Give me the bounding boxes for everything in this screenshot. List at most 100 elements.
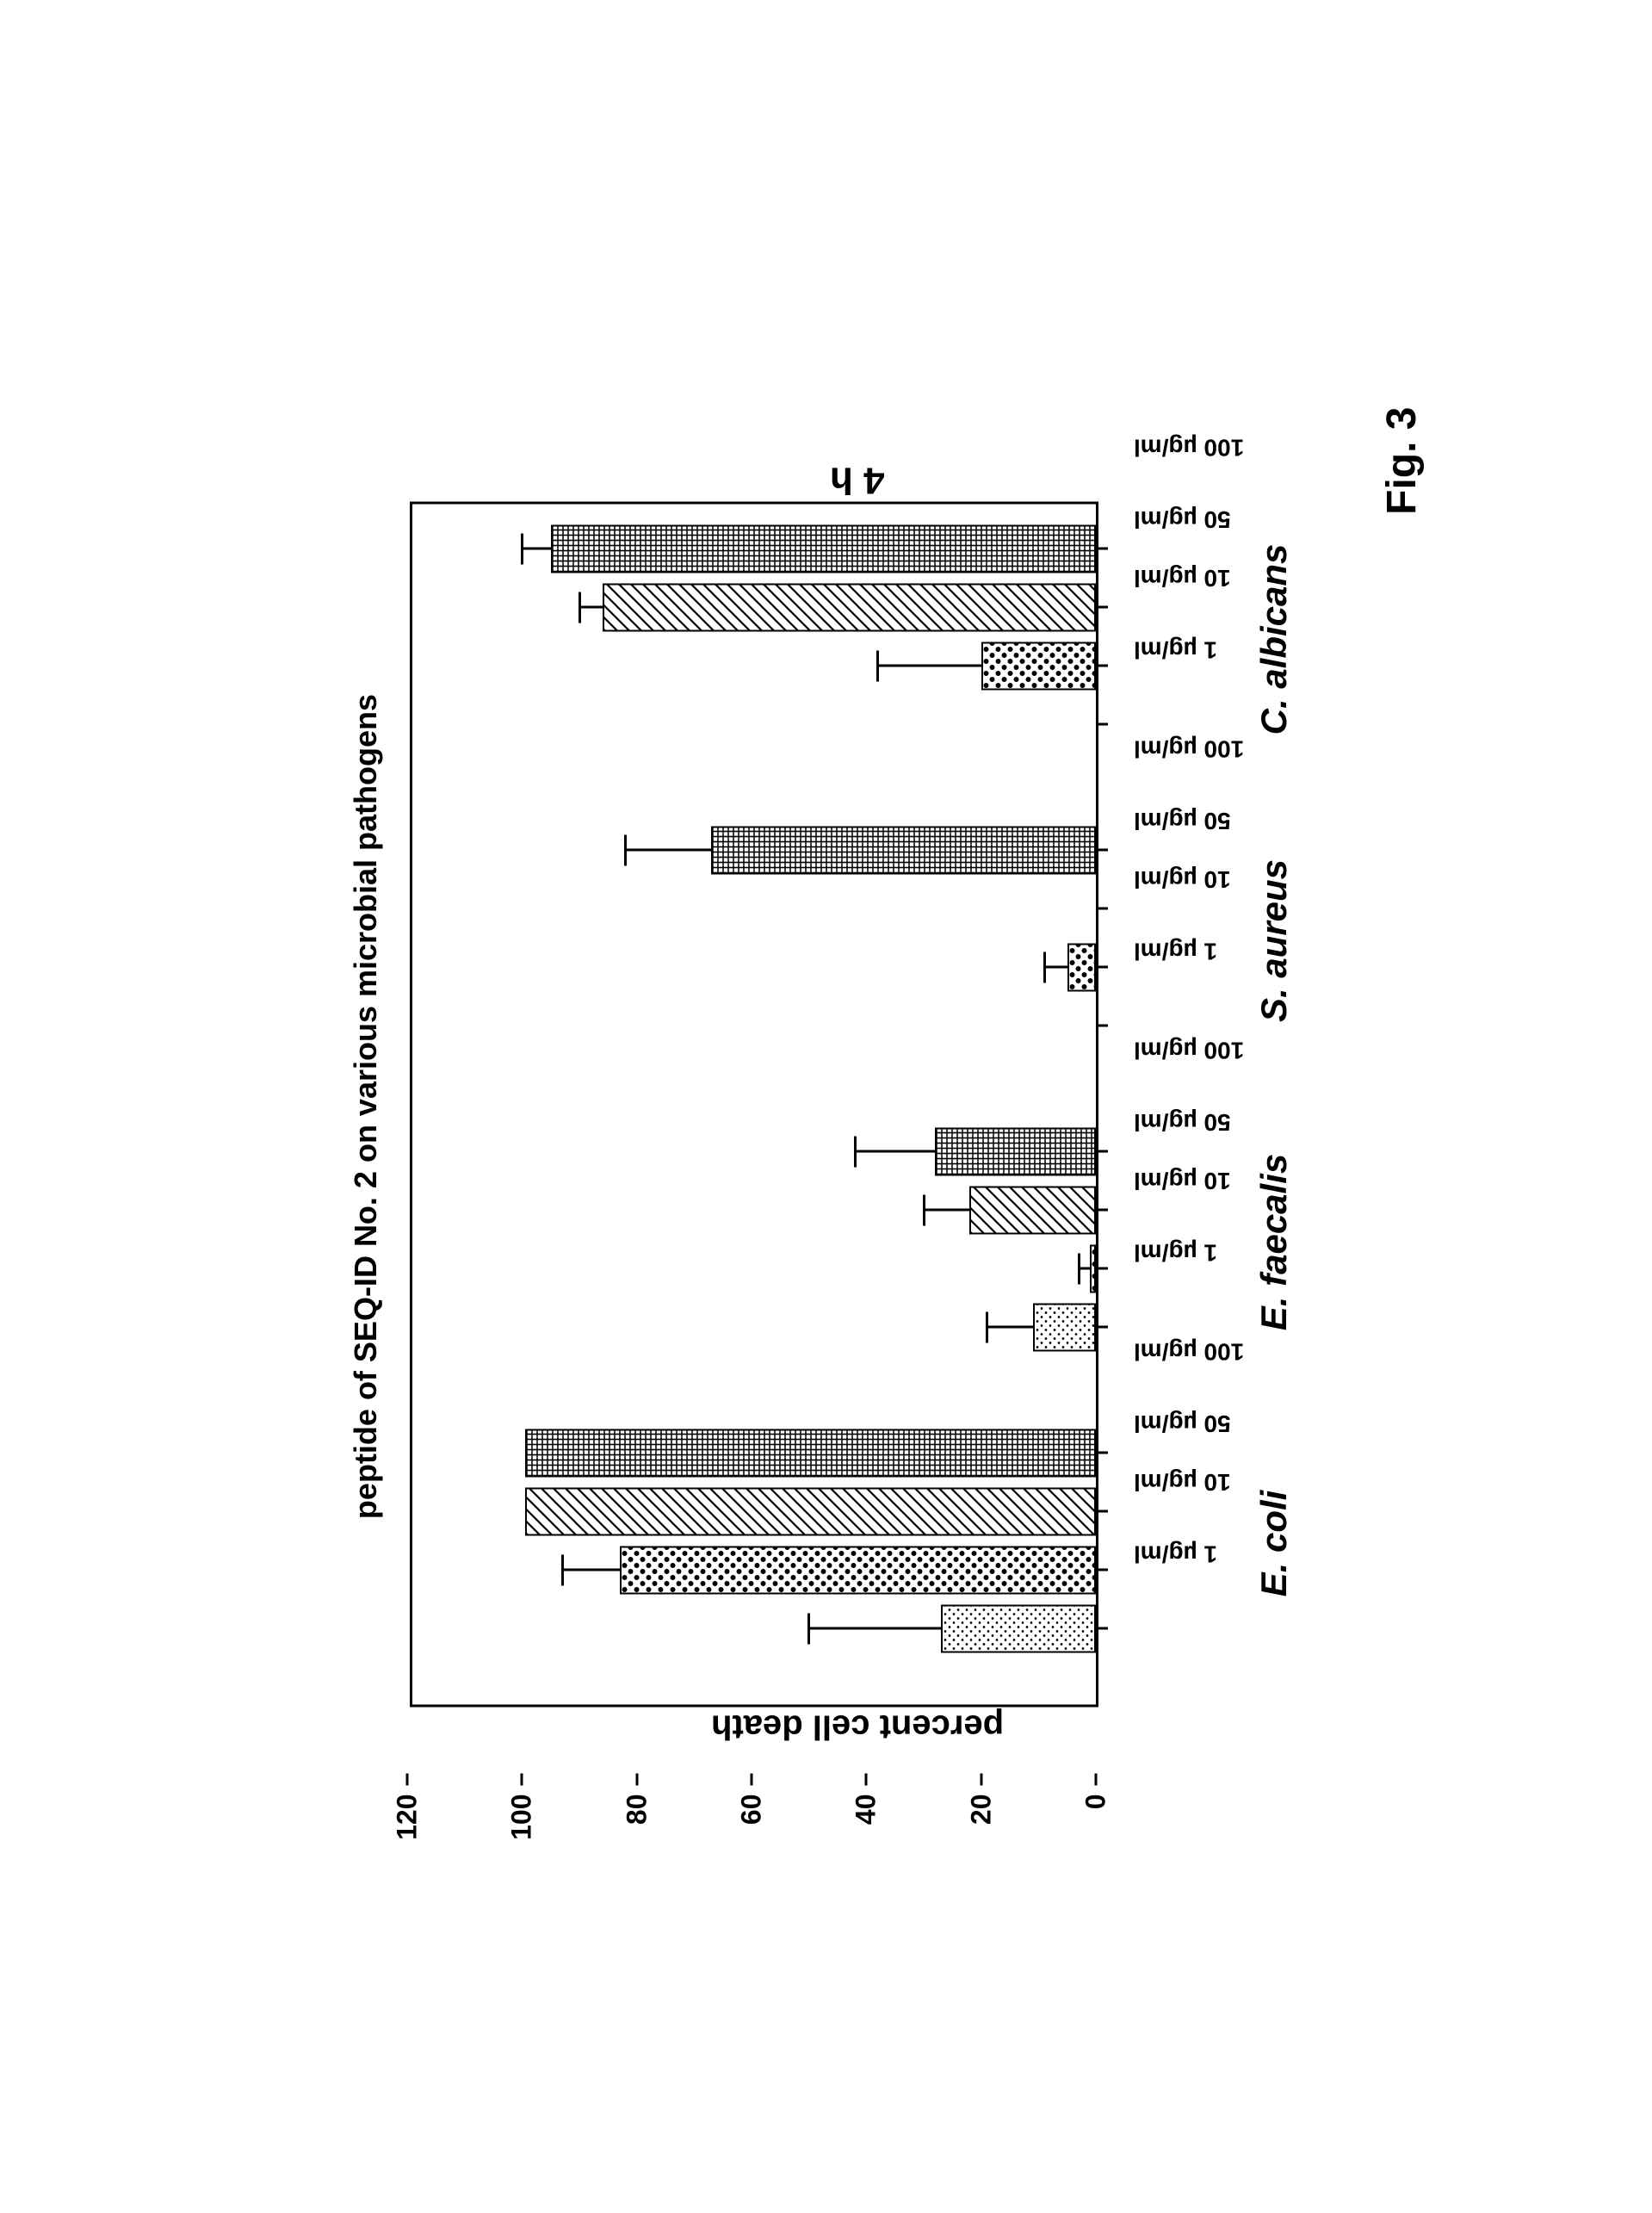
y-tick-label: 60 [735,1786,767,1826]
bar [524,1429,1095,1478]
bar-fill [526,1490,1093,1534]
right-title: 4 h [830,442,885,502]
y-tick: 60 [735,1774,767,1826]
figure-label: Fig. 3 [1378,407,1426,515]
error-bar [1044,966,1067,969]
x-tick-label: 50 µg/ml [1134,1108,1231,1136]
plot-wrap: 020406080100120 1 µg/ml10 µg/ml50 µg/ml1… [410,502,1305,1708]
x-tick-label: 50 µg/ml [1134,505,1231,533]
bar [711,827,1096,875]
error-cap [807,1614,810,1645]
error-cap [853,1137,856,1168]
group-label: E. coli [1253,1491,1295,1597]
x-tick-mark [1096,606,1108,609]
y-tick-mark [750,1774,752,1786]
x-tick-label: 1 µg/ml [1134,1238,1217,1266]
group-label: E. faecalis [1253,1154,1295,1330]
error-bar [987,1326,1032,1329]
x-tick-label: 100 µg/ml [1134,433,1244,461]
group-labels-row: E. coli E. faecalis S. aureus C. albicans [1253,502,1305,1708]
error-cap [1043,952,1045,983]
bar [1032,1304,1095,1352]
x-tick-label: 1 µg/ml [1134,1540,1217,1567]
y-tick: 40 [850,1774,882,1826]
error-cap [1077,1254,1080,1285]
bar-fill [982,644,1093,689]
y-tick: 80 [621,1774,653,1826]
x-tick-label: 10 µg/ml [1134,1468,1231,1496]
bar-fill [943,1607,1094,1652]
bar-fill [1092,1247,1094,1292]
x-tick-mark [1096,1268,1108,1270]
bar-fill [1068,945,1093,990]
bar-fill [937,1130,1094,1175]
bar [935,1128,1096,1176]
error-cap [985,1312,987,1343]
error-bar [579,606,603,609]
y-tick-mark [980,1774,982,1786]
bar [524,1488,1095,1536]
x-tick-mark [1096,548,1108,550]
x-tick-mark [1096,1025,1108,1027]
x-tick-mark [1096,1209,1108,1212]
bar [550,525,1095,573]
x-tick-mark [1096,1569,1108,1571]
y-tick: 100 [505,1774,537,1840]
bar-fill [713,828,1094,873]
chart-title: peptide of SEQ-ID No. 2 on various micro… [348,442,384,1772]
y-tick: 120 [391,1774,423,1840]
x-tick-mark [1096,1452,1108,1454]
error-bar [1079,1268,1090,1270]
error-cap [578,592,580,623]
error-bar [877,665,981,667]
x-tick-label: 50 µg/ml [1134,807,1231,834]
x-tick-mark [1096,1510,1108,1513]
y-tick: 0 [1080,1774,1111,1810]
x-tick-mark [1096,1627,1108,1630]
y-tick-label: 0 [1080,1786,1111,1810]
y-tick-label: 80 [621,1786,653,1826]
group-label: S. aureus [1253,859,1295,1022]
bar [619,1547,1095,1595]
error-bar [855,1150,935,1153]
x-tick-label: 10 µg/ml [1134,564,1231,592]
bar [981,642,1095,691]
x-tick-mark [1096,908,1108,910]
y-tick-mark [864,1774,867,1786]
plot-area: 020406080100120 1 µg/ml10 µg/ml50 µg/ml1… [410,502,1098,1708]
x-tick-label: 100 µg/ml [1134,1337,1244,1365]
y-tick-mark [405,1774,408,1786]
x-tick-label: 50 µg/ml [1134,1410,1231,1437]
x-tick-mark [1096,723,1108,726]
bar-fill [971,1188,1094,1233]
x-tick-label: 1 µg/ml [1134,937,1217,964]
y-tick: 20 [965,1774,997,1826]
x-tick-mark [1096,665,1108,667]
bar-fill [526,1431,1093,1476]
y-tick-label: 20 [965,1786,997,1826]
chart-container: percent cell death 020406080100120 1 µg/… [410,442,1305,1772]
error-cap [520,534,523,565]
figure-root: peptide of SEQ-ID No. 2 on various micro… [348,442,1305,1772]
bar-fill [1034,1305,1093,1350]
x-tick-label: 1 µg/ml [1134,635,1217,663]
error-cap [623,835,626,866]
y-tick-label: 120 [391,1786,423,1840]
error-bar [522,548,550,550]
y-axis-label: percent cell death [710,1708,1003,1772]
x-tick-mark [1096,966,1108,969]
error-bar [808,1627,940,1630]
error-bar [625,849,711,852]
y-tick-label: 100 [505,1786,537,1840]
group-label: C. albicans [1253,544,1295,735]
bars-layer: 1 µg/ml10 µg/ml50 µg/ml100 µg/ml1 µg/ml1… [412,505,1096,1705]
y-tick-mark [520,1774,523,1786]
x-tick-mark [1096,1150,1108,1153]
error-bar [924,1209,969,1212]
x-tick-label: 100 µg/ml [1134,1036,1244,1063]
error-cap [560,1555,563,1586]
bar [1090,1245,1096,1293]
bar [969,1187,1096,1235]
bar-fill [552,527,1093,572]
bar [1067,944,1095,992]
